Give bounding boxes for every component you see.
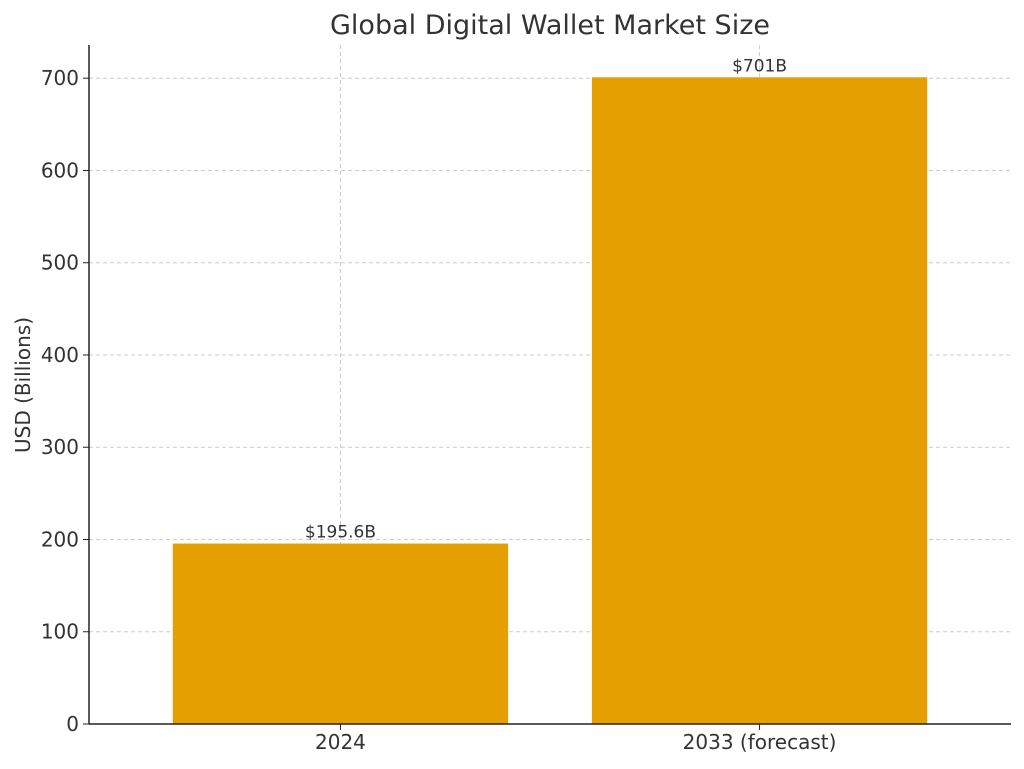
y-tick-label: 700 (41, 66, 79, 90)
y-tick-label: 300 (41, 435, 79, 459)
y-ticks-layer: 0 100 200 300 400 500 600 700 (41, 66, 79, 736)
y-tick-label: 100 (41, 620, 79, 644)
y-tick-label: 400 (41, 343, 79, 367)
bars-layer (172, 77, 928, 724)
data-labels-layer: $195.6B $701B (305, 56, 787, 542)
bar-data-label: $195.6B (305, 523, 376, 543)
y-tick-label: 200 (41, 527, 79, 551)
bar (172, 543, 509, 724)
x-ticks-layer: 2024 2033 (forecast) (315, 730, 836, 754)
bar-data-label: $701B (732, 56, 787, 76)
y-axis-label: USD (Billions) (11, 317, 35, 453)
y-tick-label: 0 (66, 712, 79, 736)
y-tick-label: 500 (41, 251, 79, 275)
x-tick-label: 2033 (forecast) (683, 730, 837, 754)
y-tick-label: 600 (41, 158, 79, 182)
chart-title: Global Digital Wallet Market Size (330, 10, 770, 41)
bar (591, 77, 928, 724)
axes-layer (83, 45, 1011, 730)
x-tick-label: 2024 (315, 730, 366, 754)
